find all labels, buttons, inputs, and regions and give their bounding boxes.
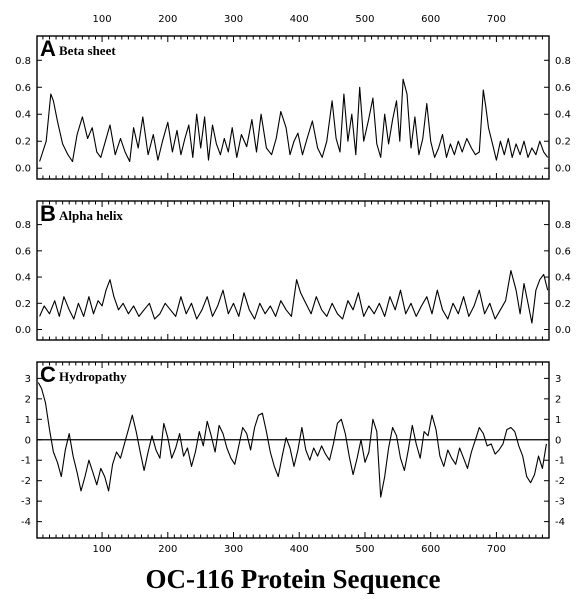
y-tick-label-right: 0.2 <box>555 299 571 310</box>
panel-title: Alpha helix <box>59 208 123 223</box>
panel-letter: A <box>40 36 56 61</box>
top-x-tick-labels: 100 200 300 400 500 600 700 <box>93 14 506 25</box>
y-tick-label-right: 0.0 <box>555 325 571 336</box>
panel-alpha-helix: 0.0 0.0 0.2 0.2 0.4 0.4 0.6 0.6 0.8 0.8 B Alpha hel… <box>15 200 571 341</box>
y-tick-label-right: -2 <box>555 476 565 487</box>
y-tick-label-right: 0.8 <box>555 56 571 67</box>
y-tick-label-right: 0.6 <box>555 83 571 94</box>
y-tick-label-left: -4 <box>21 517 31 528</box>
x-tick-label-top: 100 <box>93 14 112 25</box>
y-tick-label-right: 0 <box>555 435 561 446</box>
x-tick-label-top: 200 <box>158 14 177 25</box>
y-tick-label-left: 0.4 <box>15 273 31 284</box>
y-tick-label-left: 0.4 <box>15 110 31 121</box>
x-tick-label-bottom: 400 <box>290 544 309 555</box>
y-tick-label-left: 3 <box>25 374 31 385</box>
y-tick-label-right: 2 <box>555 394 561 405</box>
y-tick-label-left: 0.2 <box>15 137 31 148</box>
x-axis-title: OC-116 Protein Sequence <box>145 564 441 594</box>
y-tick-label-right: 1 <box>555 415 561 426</box>
y-tick-label-left: 0.2 <box>15 299 31 310</box>
x-tick-label-top: 600 <box>421 14 440 25</box>
y-tick-label-right: 0.8 <box>555 220 571 231</box>
panel-title: Hydropathy <box>59 369 127 384</box>
panel-beta-sheet: 0.0 0.0 0.2 0.2 0.4 0.4 0.6 0.6 0.8 0.8 A Beta shee… <box>15 35 571 180</box>
y-tick-label-right: -3 <box>555 497 565 508</box>
y-tick-label-left: 0.6 <box>15 83 31 94</box>
x-tick-label-bottom: 600 <box>421 544 440 555</box>
y-tick-label-right: -4 <box>555 517 565 528</box>
x-tick-label-top: 500 <box>355 14 374 25</box>
x-tick-label-top: 400 <box>290 14 309 25</box>
y-tick-label-left: -2 <box>21 476 31 487</box>
y-tick-label-left: -3 <box>21 497 31 508</box>
x-tick-label-bottom: 500 <box>355 544 374 555</box>
y-tick-label-right: 0.4 <box>555 273 571 284</box>
y-tick-label-left: 0.8 <box>15 220 31 231</box>
y-tick-label-right: 0.0 <box>555 164 571 175</box>
y-tick-label-left: 0.8 <box>15 56 31 67</box>
x-tick-label-bottom: 700 <box>487 544 506 555</box>
y-tick-label-right: 0.4 <box>555 110 571 121</box>
series-line <box>37 382 547 498</box>
x-tick-label-bottom: 200 <box>158 544 177 555</box>
y-tick-label-right: -1 <box>555 456 565 467</box>
y-tick-label-left: 0.6 <box>15 246 31 257</box>
x-tick-label-top: 300 <box>224 14 243 25</box>
y-tick-label-left: 2 <box>25 394 31 405</box>
panel-title: Beta sheet <box>59 43 116 58</box>
y-tick-label-left: 0.0 <box>15 164 31 175</box>
x-tick-label-top: 700 <box>487 14 506 25</box>
y-tick-label-right: 0.6 <box>555 246 571 257</box>
y-tick-label-left: 1 <box>25 415 31 426</box>
series-line <box>39 78 549 163</box>
y-tick-label-left: 0.0 <box>15 325 31 336</box>
y-tick-label-left: -1 <box>21 456 31 467</box>
y-tick-label-right: 0.2 <box>555 137 571 148</box>
y-tick-label-left: 0 <box>25 435 31 446</box>
panel-letter: B <box>40 201 56 226</box>
panel-hydropathy: -4 -4 -3 -3 -2 -2 -1 -1 0 0 1 1 2 2 3 3 100 200 300 400 500 6… <box>21 361 565 555</box>
x-tick-label-bottom: 100 <box>93 544 112 555</box>
panel-letter: C <box>40 362 56 387</box>
y-tick-label-right: 3 <box>555 374 561 385</box>
x-tick-label-bottom: 300 <box>224 544 243 555</box>
series-line <box>39 269 549 324</box>
